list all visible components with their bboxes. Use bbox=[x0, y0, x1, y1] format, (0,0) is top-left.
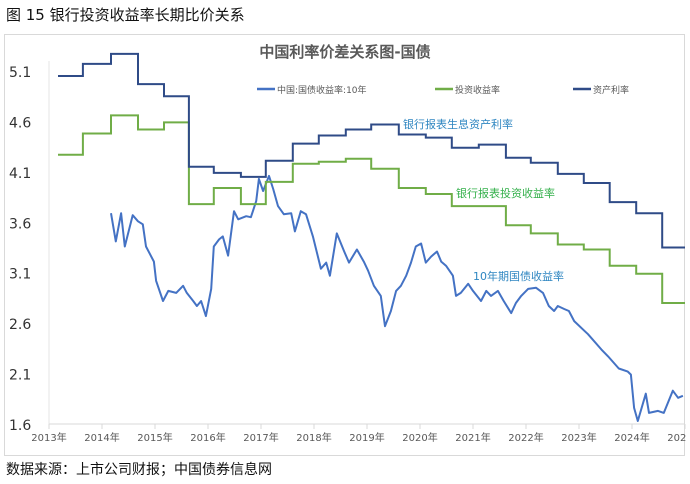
series-line-asset bbox=[58, 52, 685, 249]
legend-label-bond: 中国:国债收益率:10年 bbox=[277, 84, 367, 96]
source-note: 数据来源：上市公司财报；中国债券信息网 bbox=[6, 462, 272, 478]
x-tick-label: 2019年 bbox=[349, 431, 384, 444]
legend-label-invest: 投资收益率 bbox=[455, 84, 500, 96]
annotation-asset: 银行报表生息资产利率 bbox=[403, 117, 513, 131]
y-tick-label: 3.6 bbox=[9, 216, 31, 232]
y-tick-label: 5.1 bbox=[9, 65, 31, 81]
x-tick-label: 2018年 bbox=[296, 431, 331, 444]
x-tick-label: 2025年 bbox=[667, 431, 686, 444]
x-tick-label: 2021年 bbox=[455, 431, 490, 444]
x-tick-label: 2014年 bbox=[84, 431, 119, 444]
x-tick-label: 2020年 bbox=[402, 431, 437, 444]
x-tick-label: 2017年 bbox=[243, 431, 278, 444]
chart-title: 中国利率价差关系图-国债 bbox=[259, 43, 430, 61]
chart: 中国利率价差关系图-国债 1.6 2.1 2.6 3.1 3.6 4.1 4.6 5.1 2013… bbox=[9, 43, 686, 444]
y-tick-label: 2.6 bbox=[9, 317, 31, 333]
y-tick-label: 2.1 bbox=[9, 368, 31, 384]
y-tick-label: 3.1 bbox=[9, 267, 31, 283]
series-line-bond bbox=[110, 174, 684, 422]
chart-frame: 中国利率价差关系图-国债 1.6 2.1 2.6 3.1 3.6 4.1 4.6 5.1 2013… bbox=[4, 34, 686, 456]
x-tick-label: 2022年 bbox=[508, 431, 543, 444]
x-tick-label: 2013年 bbox=[31, 431, 66, 444]
x-tick-label: 2015年 bbox=[137, 431, 172, 444]
figure-title: 图 15 银行投资收益率长期比价关系 bbox=[6, 6, 245, 24]
x-tick-label: 2024年 bbox=[614, 431, 649, 444]
annotation-invest: 银行报表投资收益率 bbox=[456, 186, 555, 200]
annotation-bond: 10年期国债收益率 bbox=[473, 269, 564, 283]
legend-label-asset: 资产利率 bbox=[593, 84, 629, 96]
x-tick-label: 2023年 bbox=[561, 431, 596, 444]
y-tick-label: 4.6 bbox=[9, 115, 31, 131]
series-line-invest bbox=[58, 114, 685, 304]
y-tick-label: 1.6 bbox=[9, 418, 31, 434]
y-tick-label: 4.1 bbox=[9, 166, 31, 182]
x-tick-label: 2016年 bbox=[190, 431, 225, 444]
